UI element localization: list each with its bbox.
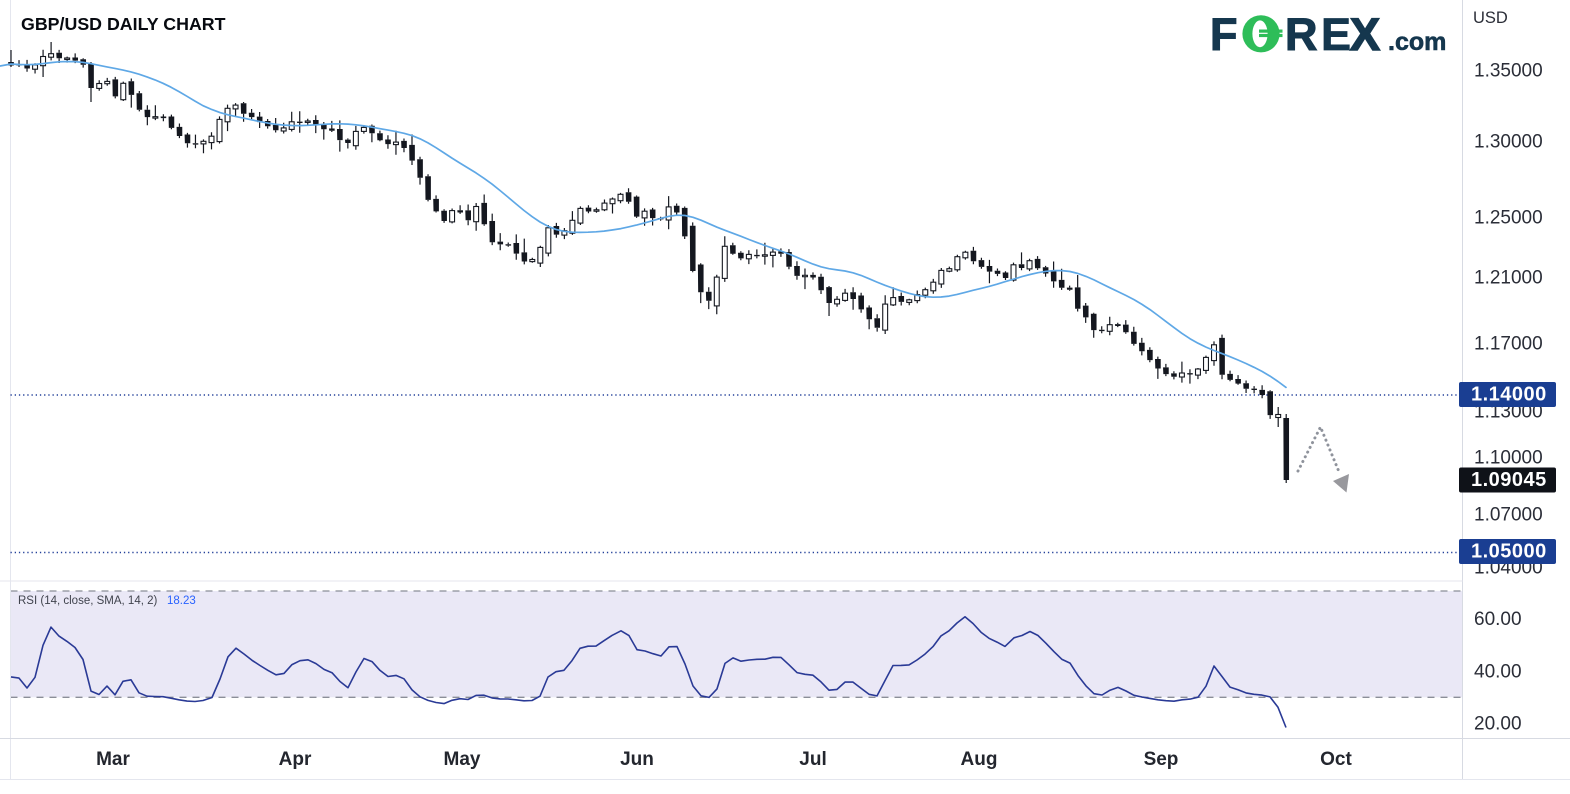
svg-text:1.35000: 1.35000 (1474, 61, 1543, 82)
svg-text:Mar: Mar (96, 749, 130, 770)
svg-text:X: X (1350, 9, 1380, 60)
svg-text:Apr: Apr (279, 749, 312, 770)
svg-text:GBP/USD DAILY CHART: GBP/USD DAILY CHART (21, 14, 226, 34)
svg-text:Aug: Aug (961, 749, 998, 770)
svg-text:1.07000: 1.07000 (1474, 505, 1543, 526)
svg-text:R: R (1285, 9, 1318, 60)
svg-text:F: F (1210, 9, 1238, 60)
svg-text:1.21000: 1.21000 (1474, 268, 1543, 289)
svg-text:1.09045: 1.09045 (1471, 469, 1547, 491)
svg-text:Sep: Sep (1144, 749, 1179, 770)
svg-text:20.00: 20.00 (1474, 714, 1522, 735)
svg-text:RSI (14, close, SMA, 14, 2): RSI (14, close, SMA, 14, 2) (18, 595, 158, 607)
svg-text:Jun: Jun (620, 749, 654, 770)
svg-text:.com: .com (1388, 28, 1446, 56)
svg-text:1.10000: 1.10000 (1474, 448, 1543, 469)
svg-text:1.30000: 1.30000 (1474, 132, 1543, 153)
svg-text:Jul: Jul (799, 749, 826, 770)
svg-text:60.00: 60.00 (1474, 609, 1522, 630)
svg-text:USD: USD (1473, 9, 1508, 27)
svg-text:1.17000: 1.17000 (1474, 334, 1543, 355)
svg-text:18.23: 18.23 (167, 595, 196, 607)
svg-text:40.00: 40.00 (1474, 661, 1522, 682)
svg-text:1.25000: 1.25000 (1474, 208, 1543, 229)
svg-text:1.14000: 1.14000 (1471, 384, 1547, 406)
svg-text:May: May (444, 749, 481, 770)
svg-text:Oct: Oct (1320, 749, 1352, 770)
svg-text:E: E (1321, 9, 1351, 60)
svg-text:1.05000: 1.05000 (1471, 541, 1547, 563)
